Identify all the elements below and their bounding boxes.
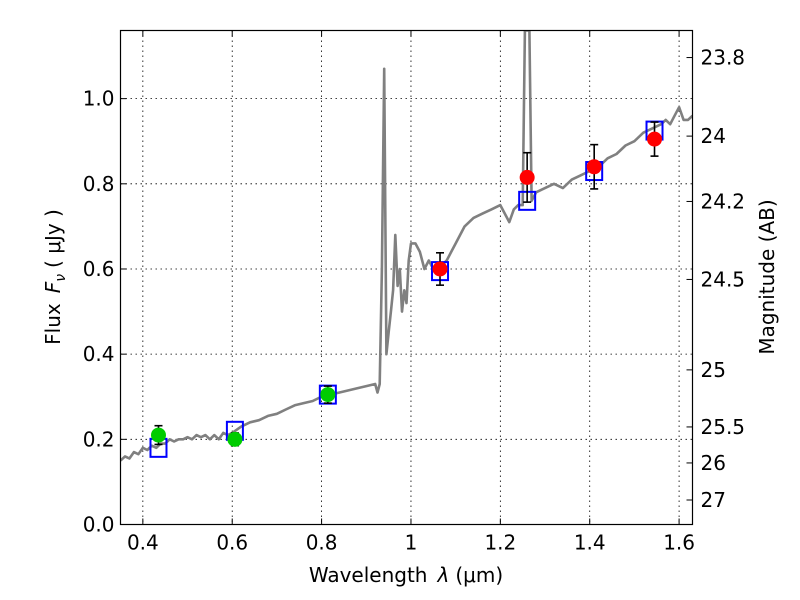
- optical-data-point: [320, 387, 336, 403]
- y-tick-label: 0.6: [83, 257, 115, 281]
- spectrum-layer: [120, 30, 693, 462]
- y-axis-symbol: F: [41, 281, 65, 293]
- magnitude-tick-label: 24.2: [701, 189, 746, 213]
- optical-data-point: [227, 431, 243, 447]
- y-tick-label: 1.0: [83, 87, 115, 111]
- y-tick-label: 0.0: [83, 513, 115, 537]
- x-tick-label: 1.6: [663, 531, 695, 555]
- x-tick-label: 1: [405, 531, 418, 555]
- plot-frame: [119, 29, 694, 526]
- y-axis-unit: ( μJy ): [41, 209, 65, 268]
- y-axis-title-text: Flux: [41, 303, 65, 345]
- x-axis-title: Wavelength λ (μm): [309, 563, 503, 587]
- x-tick-label: 1.2: [484, 531, 516, 555]
- nir-data-point: [432, 261, 448, 277]
- x-tick-label: 1.4: [574, 531, 606, 555]
- magnitude-tick-label: 24: [701, 124, 726, 148]
- y-axis-title: Flux Fν ( μJy ): [41, 209, 69, 345]
- optical-data-point: [150, 427, 166, 443]
- x-tick-label: 0.4: [127, 531, 159, 555]
- y-axis-subscript: ν: [53, 274, 69, 282]
- magnitude-tick-label: 23.8: [701, 46, 746, 70]
- spectrum-line: [120, 30, 693, 462]
- tick-layer: 0.4 0.6 0.8 1 1.2 1.4 1.6 0.0 0.2 0.4 0.6 0.8 1.0 23.…: [83, 30, 746, 555]
- x-tick-label: 0.8: [306, 531, 338, 555]
- marker-layer: [149, 120, 664, 458]
- nir-data-point: [647, 131, 663, 147]
- x-axis-unit: (μm): [455, 563, 503, 587]
- magnitude-tick-label: 26: [701, 451, 726, 475]
- nir-data-point: [586, 159, 602, 175]
- y-tick-label: 0.4: [83, 342, 115, 366]
- y-tick-label: 0.2: [83, 427, 115, 451]
- grid-layer: [120, 30, 693, 525]
- magnitude-tick-label: 24.5: [701, 267, 746, 291]
- nir-data-point: [519, 169, 535, 185]
- x-axis-symbol: λ: [437, 563, 450, 587]
- x-tick-label: 0.6: [216, 531, 248, 555]
- y-tick-label: 0.8: [83, 172, 115, 196]
- magnitude-tick-label: 27: [701, 488, 726, 512]
- magnitude-axis-title: Magnitude (AB): [755, 199, 779, 354]
- x-axis-title-text: Wavelength: [309, 563, 428, 587]
- magnitude-tick-label: 25.5: [701, 415, 746, 439]
- magnitude-tick-label: 25: [701, 358, 726, 382]
